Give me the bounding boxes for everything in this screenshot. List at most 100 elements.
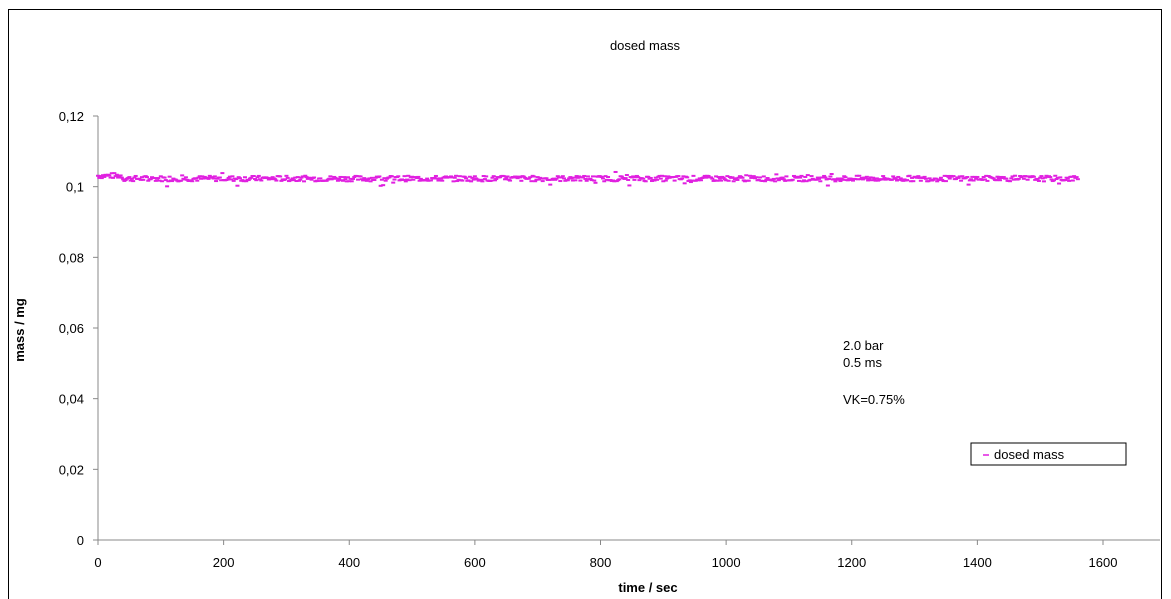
- data-point: [351, 177, 356, 180]
- legend-box: [970, 442, 1127, 466]
- chart-frame: [8, 9, 1162, 599]
- data-point: [820, 176, 825, 179]
- data-point: [217, 176, 222, 179]
- data-point: [709, 176, 714, 179]
- data-point: [361, 179, 366, 182]
- data-point: [236, 176, 241, 179]
- data-point: [207, 174, 212, 177]
- data-point: [501, 175, 506, 178]
- data-point: [157, 179, 162, 182]
- data-point: [438, 177, 443, 180]
- data-point: [97, 176, 102, 179]
- data-point: [966, 183, 971, 186]
- data-point: [894, 179, 899, 182]
- data-point: [467, 175, 472, 178]
- data-point: [324, 179, 329, 182]
- data-point: [546, 178, 551, 181]
- data-point: [196, 176, 201, 179]
- x-tick-label: 1200: [837, 555, 866, 570]
- data-point: [1038, 176, 1043, 179]
- data-point: [472, 175, 477, 178]
- data-point: [491, 175, 496, 178]
- data-point: [911, 180, 916, 183]
- data-point: [138, 178, 143, 181]
- data-point: [823, 176, 828, 179]
- x-axis-title: time / sec: [618, 580, 677, 595]
- data-point: [225, 178, 230, 181]
- data-point: [660, 174, 665, 177]
- data-point: [529, 180, 534, 183]
- data-point: [1009, 177, 1014, 180]
- data-point: [471, 178, 476, 181]
- data-point: [368, 180, 373, 183]
- data-point: [553, 178, 558, 181]
- data-point: [560, 175, 565, 178]
- data-point: [127, 176, 132, 179]
- data-point: [352, 176, 357, 179]
- data-point: [837, 178, 842, 181]
- data-point: [330, 177, 335, 180]
- data-point: [99, 177, 104, 180]
- data-point: [790, 178, 795, 181]
- data-point: [436, 179, 441, 182]
- data-point: [763, 180, 768, 183]
- data-point: [593, 181, 598, 184]
- data-point: [253, 178, 258, 181]
- data-point: [901, 179, 906, 182]
- data-point: [1049, 178, 1054, 181]
- data-point: [254, 179, 259, 182]
- data-point: [722, 178, 727, 181]
- data-point: [1052, 179, 1057, 182]
- data-point: [1041, 180, 1046, 183]
- data-point: [602, 180, 607, 183]
- dosed-mass-series: [96, 170, 1080, 188]
- data-point: [362, 177, 367, 180]
- data-point: [118, 174, 123, 177]
- legend-label: dosed mass: [994, 447, 1065, 462]
- data-point: [863, 177, 868, 180]
- data-point: [369, 176, 374, 179]
- data-point: [874, 177, 879, 180]
- data-point: [141, 178, 146, 181]
- data-point: [387, 176, 392, 179]
- annotation-text: VK=0.75%: [843, 392, 905, 407]
- data-point: [405, 178, 410, 181]
- data-point: [699, 179, 703, 182]
- data-point: [201, 177, 206, 180]
- data-point: [809, 175, 814, 178]
- data-point: [144, 176, 149, 179]
- data-point: [195, 179, 200, 182]
- data-point: [166, 180, 171, 183]
- data-point: [1040, 177, 1045, 180]
- data-point: [848, 177, 853, 180]
- data-point: [997, 179, 1002, 182]
- data-point: [954, 178, 959, 181]
- data-point: [372, 179, 377, 182]
- data-point: [416, 175, 421, 178]
- data-point: [526, 177, 531, 180]
- data-point: [1021, 177, 1026, 180]
- data-point: [633, 176, 638, 179]
- data-point: [1054, 178, 1059, 181]
- data-point: [219, 179, 224, 182]
- data-point: [1053, 174, 1058, 177]
- data-point: [573, 179, 578, 182]
- data-point: [158, 175, 163, 178]
- data-point: [170, 180, 175, 183]
- data-point: [585, 175, 590, 178]
- data-point: [435, 177, 440, 180]
- data-point: [1067, 179, 1072, 182]
- data-point: [440, 179, 445, 182]
- data-point: [856, 178, 861, 181]
- data-point: [215, 177, 220, 180]
- data-point: [1039, 175, 1044, 178]
- data-point: [803, 175, 808, 178]
- data-point: [927, 177, 932, 180]
- y-tick-label: 0,1: [66, 180, 84, 195]
- data-point: [211, 177, 216, 180]
- data-point: [481, 175, 486, 178]
- data-point: [883, 178, 888, 181]
- data-point: [1018, 175, 1023, 178]
- data-point: [251, 175, 256, 178]
- data-point: [454, 174, 459, 177]
